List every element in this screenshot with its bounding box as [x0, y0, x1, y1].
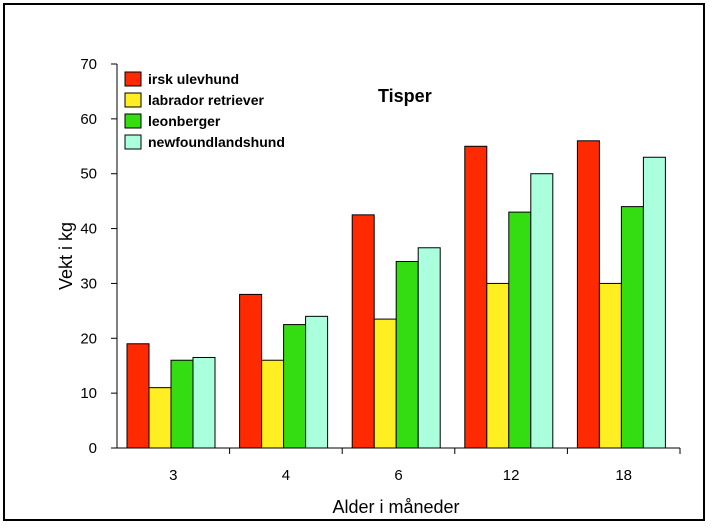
- x-tick-label: 4: [282, 467, 290, 484]
- x-ticks-group: 3 4 6 12 18: [169, 448, 681, 484]
- y-tick-label: 70: [80, 56, 97, 73]
- bar-leonberger-12: [508, 211, 532, 449]
- x-tick-label: 3: [169, 467, 177, 484]
- x-axis-title: Alder i måneder: [332, 497, 459, 517]
- bar-labrador-retriever-3: [148, 387, 172, 449]
- bar-irsk-ulevhund-18: [576, 140, 600, 449]
- bar-newfoundlandshund-6: [417, 247, 441, 449]
- y-tick-label: 40: [80, 221, 97, 238]
- legend-label: leonberger: [148, 113, 221, 129]
- bars-group: [126, 140, 666, 449]
- x-tick-label: 12: [503, 467, 520, 484]
- x-tick-label: 18: [615, 467, 632, 484]
- bar-leonberger-3: [170, 359, 194, 449]
- legend-swatch: [124, 134, 142, 150]
- bar-labrador-retriever-4: [261, 359, 285, 449]
- bar-newfoundlandshund-4: [305, 315, 329, 449]
- chart-frame: [3, 3, 705, 521]
- bar-newfoundlandshund-12: [530, 173, 554, 449]
- y-tick-label: 50: [80, 166, 97, 183]
- bar-leonberger-4: [283, 324, 307, 449]
- bar-leonberger-18: [620, 206, 644, 449]
- legend-label: labrador retriever: [148, 92, 264, 108]
- y-tick-label: 20: [80, 330, 97, 347]
- y-tick-label: 0: [89, 440, 97, 457]
- y-axis-title: Vekt i kg: [56, 222, 76, 290]
- legend-label: newfoundlandshund: [148, 134, 285, 150]
- legend-swatch: [124, 113, 142, 129]
- legend-swatch: [124, 92, 142, 108]
- chart-title: Tisper: [378, 86, 432, 106]
- y-ticks-group: 0 10 20 30 40 50 60 70: [80, 56, 117, 457]
- y-tick-label: 10: [80, 385, 97, 402]
- bar-leonberger-6: [395, 260, 419, 449]
- x-tick-label: 6: [394, 467, 402, 484]
- bar-labrador-retriever-12: [486, 282, 510, 449]
- bar-labrador-retriever-18: [598, 282, 622, 449]
- bar-irsk-ulevhund-3: [126, 343, 150, 449]
- y-tick-label: 60: [80, 111, 97, 128]
- bar-irsk-ulevhund-4: [239, 293, 263, 449]
- legend: irsk ulevhund labrador retriever leonberge…: [124, 71, 285, 150]
- bar-newfoundlandshund-3: [192, 356, 216, 449]
- y-tick-label: 30: [80, 275, 97, 292]
- bar-labrador-retriever-6: [373, 318, 397, 449]
- legend-label: irsk ulevhund: [148, 71, 239, 87]
- legend-swatch: [124, 71, 142, 87]
- bar-irsk-ulevhund-12: [464, 145, 488, 449]
- bar-newfoundlandshund-18: [642, 156, 666, 449]
- bar-irsk-ulevhund-6: [351, 214, 375, 449]
